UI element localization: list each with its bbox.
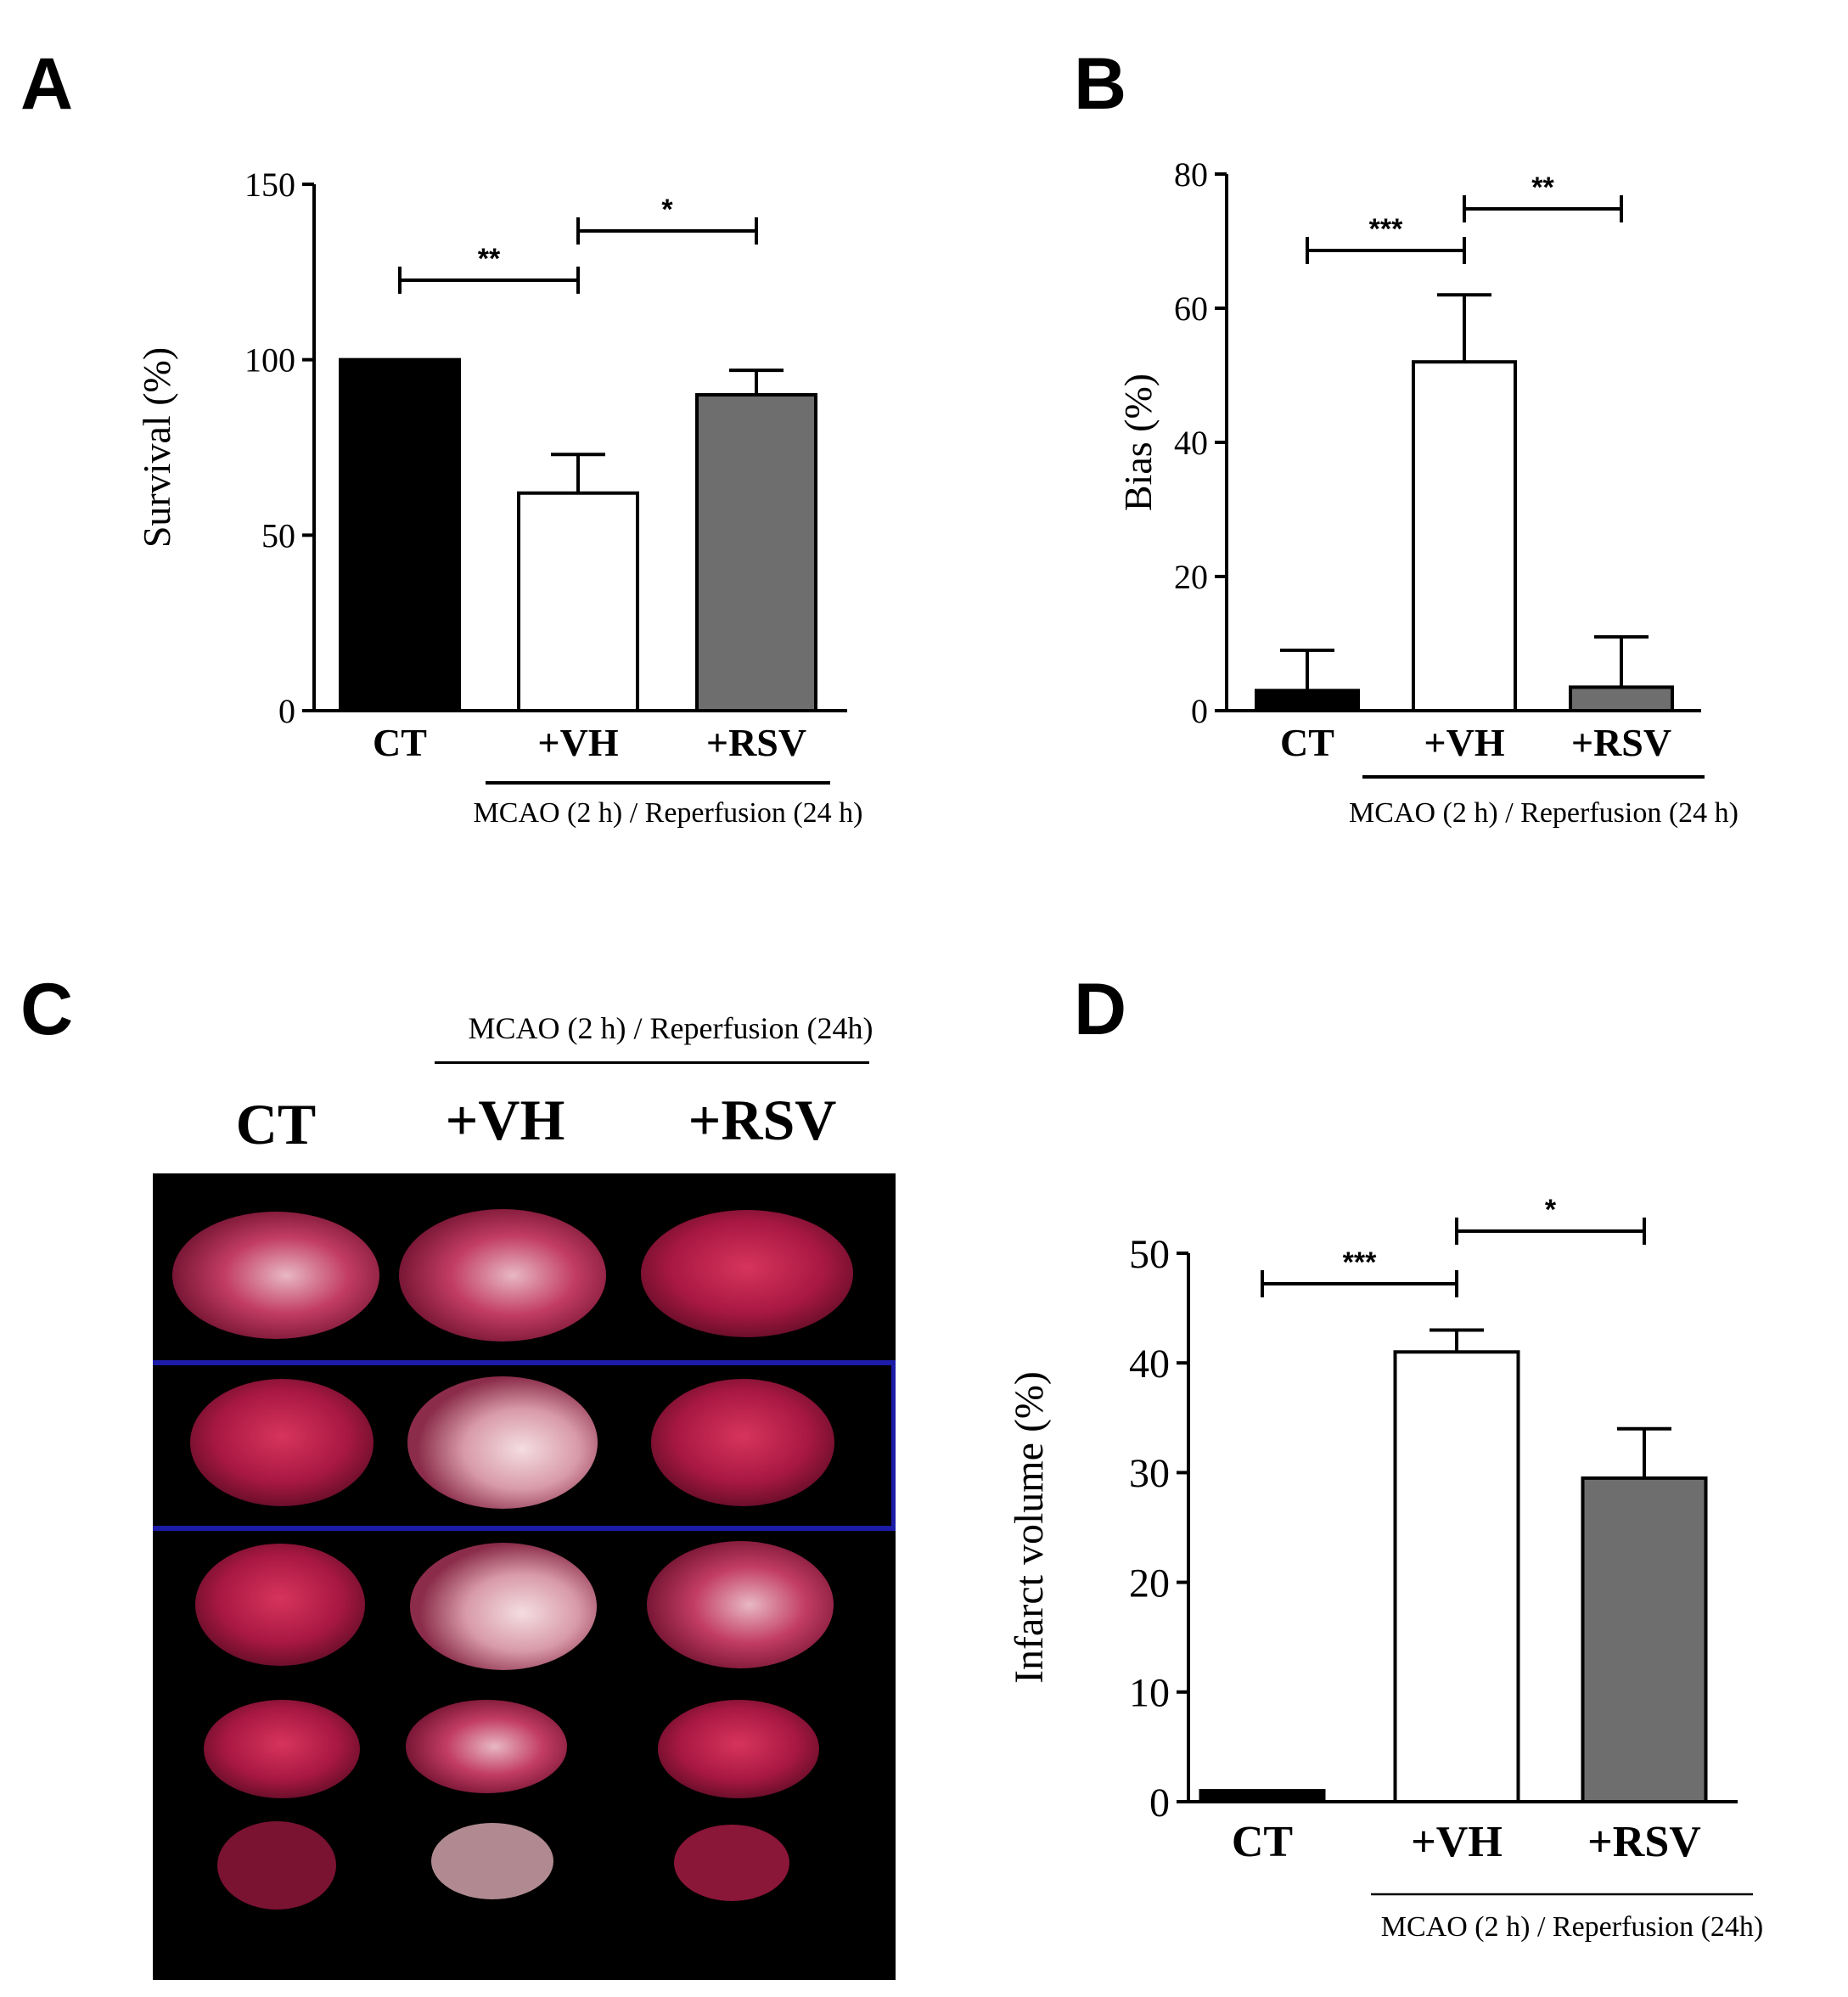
- bar-2: [1393, 1350, 1520, 1803]
- photo-group-line: [435, 1061, 869, 1064]
- bar-2: [1412, 360, 1517, 712]
- y-tick-label: 150: [244, 166, 295, 204]
- y-tick-label: 100: [244, 341, 295, 380]
- photo-column-label-rsv: +RSV: [688, 1088, 837, 1152]
- x-tick-label: CT: [1232, 1818, 1293, 1866]
- panel-label-b: B: [1074, 43, 1127, 125]
- x-tick-label: +VH: [537, 721, 618, 764]
- bar-3: [1581, 1476, 1708, 1803]
- photo-group-label: MCAO (2 h) / Reperfusion (24h): [468, 1011, 873, 1045]
- y-tick-label: 50: [1129, 1232, 1170, 1277]
- group-label: MCAO (2 h) / Reperfusion (24h): [1381, 1911, 1763, 1943]
- brain-sections-image: [148, 1209, 896, 1910]
- panel-label-c: C: [20, 969, 74, 1050]
- group-label: MCAO (2 h) / Reperfusion (24 h): [474, 797, 863, 829]
- panel-label-d: D: [1074, 969, 1127, 1050]
- brain-section-row-4: [204, 1700, 819, 1798]
- photo-column-label-ct: CT: [235, 1092, 317, 1156]
- y-axis-label: Survival (%): [135, 347, 178, 548]
- bar-3: [1569, 685, 1674, 712]
- photo-column-label-vh: +VH: [445, 1088, 565, 1152]
- x-tick-label: CT: [373, 721, 427, 764]
- y-tick-label: 30: [1129, 1451, 1170, 1496]
- y-tick-label: 40: [1129, 1342, 1170, 1387]
- brain-section-row-2: [190, 1376, 834, 1509]
- significance-label: ***: [1369, 213, 1403, 245]
- bar-1: [1199, 1789, 1326, 1804]
- x-tick-label: +RSV: [1587, 1818, 1701, 1866]
- significance-label: **: [478, 243, 501, 275]
- y-tick-label: 0: [1149, 1780, 1170, 1825]
- brain-section-row-3: [195, 1541, 834, 1670]
- brain-section-row-5: [217, 1821, 789, 1910]
- x-tick-label: +VH: [1424, 721, 1504, 764]
- brain-section-row-1: [172, 1209, 853, 1342]
- x-tick-label: +RSV: [1571, 721, 1671, 764]
- significance-label: ***: [1343, 1246, 1377, 1279]
- significance-label: *: [661, 194, 673, 226]
- bar-3: [695, 393, 817, 712]
- bar-1: [339, 357, 461, 712]
- y-tick-label: 0: [278, 692, 295, 730]
- significance-label: *: [1545, 1194, 1557, 1226]
- y-tick-label: 20: [1129, 1561, 1170, 1606]
- x-tick-label: +VH: [1411, 1818, 1503, 1866]
- brain-sections-photo: [148, 1173, 896, 1980]
- x-tick-label: +RSV: [706, 721, 806, 764]
- y-tick-label: 60: [1174, 290, 1208, 328]
- y-tick-label: 0: [1191, 692, 1208, 730]
- significance-label: **: [1531, 172, 1554, 204]
- y-tick-label: 40: [1174, 424, 1208, 462]
- bar-2: [517, 491, 639, 712]
- y-tick-label: 50: [261, 516, 295, 554]
- bar-1: [1255, 689, 1360, 712]
- x-tick-label: CT: [1280, 721, 1334, 764]
- panel-label-a: A: [20, 43, 74, 125]
- y-tick-label: 80: [1174, 155, 1208, 194]
- y-tick-label: 20: [1174, 558, 1208, 596]
- y-axis-label: Bias (%): [1116, 374, 1160, 511]
- y-axis-label: Infarct volume (%): [1007, 1371, 1052, 1684]
- y-tick-label: 10: [1129, 1671, 1170, 1716]
- group-label: MCAO (2 h) / Reperfusion (24 h): [1349, 797, 1738, 829]
